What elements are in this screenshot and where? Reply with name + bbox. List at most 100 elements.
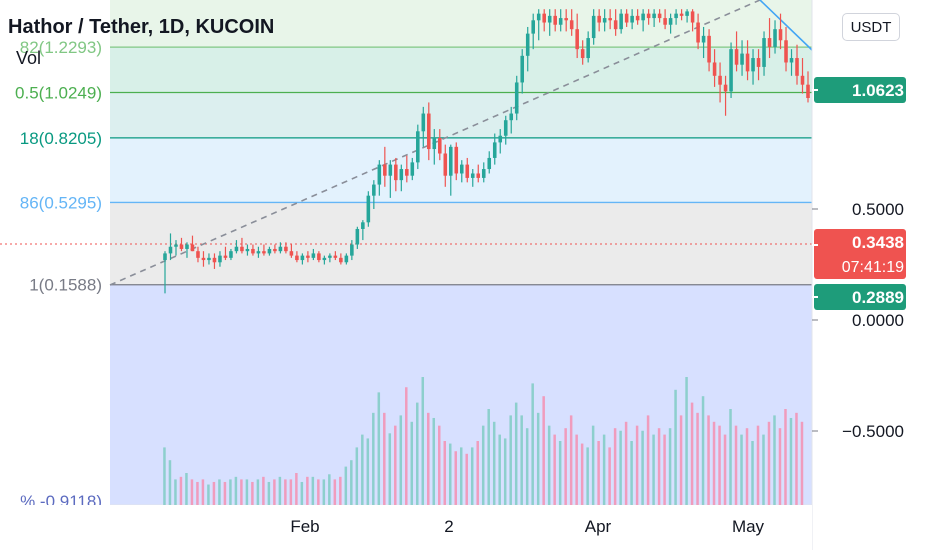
candle-body <box>207 257 211 261</box>
candle-body <box>284 246 288 252</box>
candle-body <box>498 135 503 143</box>
candle-body <box>339 257 343 263</box>
candle-body <box>657 13 662 19</box>
candle-body <box>383 164 387 176</box>
candle-body <box>707 35 711 63</box>
candle-body <box>569 20 574 30</box>
candle-body <box>734 49 739 65</box>
candle-body <box>470 173 475 178</box>
volume-label: Vol <box>16 48 42 68</box>
volume-bar <box>520 415 523 505</box>
volume-bar <box>240 479 243 505</box>
volume-bar <box>509 415 512 505</box>
price-tag-label: 0.2889 <box>852 288 904 307</box>
price-tag <box>814 229 906 279</box>
candle-body <box>432 137 437 150</box>
volume-bar <box>196 481 199 505</box>
volume-bar <box>613 428 617 505</box>
candle-body <box>547 15 552 23</box>
volume-bar <box>251 481 254 505</box>
candle-body <box>300 255 305 261</box>
candle-body <box>355 228 360 245</box>
candle-body <box>630 15 634 23</box>
candle-body <box>652 13 656 19</box>
volume-bar <box>756 425 760 505</box>
candle-body <box>712 62 717 76</box>
volume-bar <box>350 460 353 505</box>
candle-body <box>421 113 426 132</box>
candle-body <box>509 113 514 121</box>
volume-bar <box>333 479 337 505</box>
candle-body <box>344 255 349 263</box>
fib-label: 0.5(1.0249) <box>15 83 102 102</box>
candle-body <box>328 255 332 258</box>
price-tags: 1.0623 0.3438 07:41:19 0.2889 <box>812 77 906 310</box>
candle-body <box>690 11 695 23</box>
volume-bar <box>547 425 551 505</box>
candle-body <box>416 131 420 163</box>
volume-bar <box>569 415 573 505</box>
volume-bar <box>696 412 699 505</box>
volume-bar <box>394 425 397 505</box>
volume-bar <box>525 428 529 505</box>
candle-body <box>740 53 744 65</box>
volume-bar <box>635 425 639 505</box>
candle-body <box>503 120 508 136</box>
volume-bar <box>586 447 589 505</box>
volume-bar <box>663 434 666 505</box>
candle-body <box>438 137 442 154</box>
volume-bar <box>306 476 309 505</box>
volume-bar <box>328 474 331 505</box>
candle-body <box>350 244 354 256</box>
volume-bar <box>267 481 271 505</box>
candle-body <box>399 169 404 181</box>
candle-body <box>564 18 568 21</box>
y-tick-label: 0.0000 <box>852 311 904 330</box>
volume-bar <box>229 479 232 505</box>
candles <box>163 9 810 294</box>
volume-bar <box>443 441 446 505</box>
volume-bar <box>190 479 194 505</box>
volume-bar <box>740 434 743 505</box>
volume-bar <box>201 479 205 505</box>
fib-band <box>110 47 812 93</box>
volume-bar <box>163 447 166 505</box>
y-tick-label: −0.5000 <box>842 422 904 441</box>
currency-button[interactable]: USDT <box>842 13 900 41</box>
candle-body <box>174 244 178 247</box>
volume-bars <box>163 377 804 505</box>
volume-bar <box>273 479 276 505</box>
price-tag-timer: 07:41:19 <box>842 259 904 276</box>
candle-body <box>641 13 645 21</box>
volume-bar <box>690 402 694 505</box>
candle-body <box>602 18 607 23</box>
symbol-title: Hathor / Tether, 1D, KUCOIN <box>8 16 275 38</box>
candle-body <box>608 18 612 21</box>
fib-label: 86(0.5295) <box>20 193 102 212</box>
volume-bar <box>262 476 265 505</box>
candle-body <box>201 257 206 261</box>
volume-bar <box>405 387 408 505</box>
volume-bar <box>564 428 567 505</box>
candle-body <box>668 18 673 25</box>
volume-bar <box>707 415 710 505</box>
candle-body <box>487 157 492 170</box>
volume-bar <box>207 484 210 505</box>
volume-bar <box>295 473 298 505</box>
price-tag-label: 1.0623 <box>852 81 904 100</box>
candle-body <box>388 164 393 176</box>
volume-bar <box>459 447 463 505</box>
candle-body <box>580 49 585 59</box>
candle-body <box>317 253 321 261</box>
volume-bar <box>383 412 386 505</box>
volume-bar <box>377 392 381 505</box>
fib-label: 18(0.8205) <box>20 129 102 148</box>
volume-bar <box>366 438 370 505</box>
volume-bar <box>800 421 804 505</box>
volume-bar <box>212 481 216 505</box>
candle-body <box>394 164 398 181</box>
candle-body <box>273 248 277 252</box>
candle-body <box>311 253 316 258</box>
